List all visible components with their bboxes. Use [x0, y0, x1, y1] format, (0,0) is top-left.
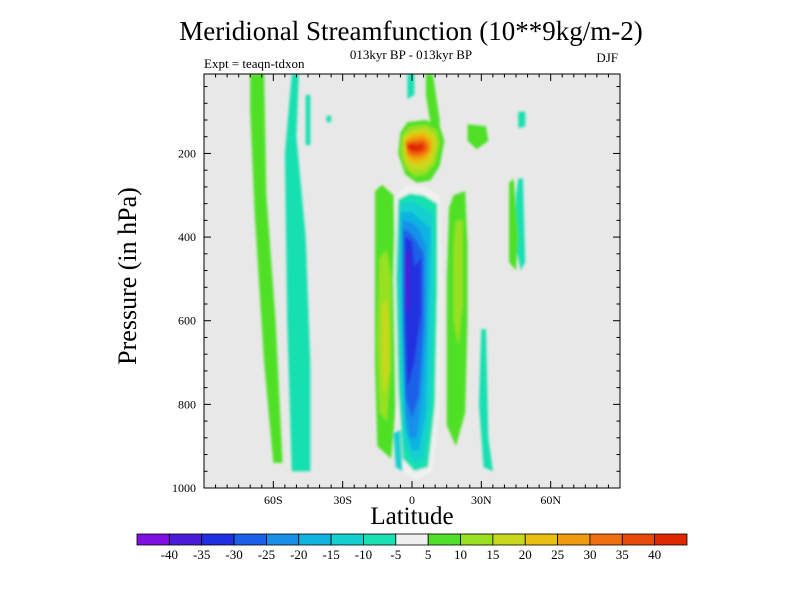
nh-subtropical-inner	[453, 220, 463, 346]
colorbar: -40 -35 -30 -25 -20 -15 -10 -5 5 10 15 20 25 30 35 40	[136, 533, 688, 562]
chart-title: Meridional Streamfunction (10**9kg/m-2)	[179, 16, 643, 46]
sh-subpolar-band	[284, 74, 311, 472]
colorbar-level-label: 30	[583, 547, 596, 562]
colorbar-level-label: 25	[551, 547, 564, 562]
x-tick-label: 60N	[540, 493, 561, 507]
colorbar-bin	[460, 533, 494, 546]
nh-subtropical-positive-contour-8	[407, 143, 424, 151]
sh-upper-small-cyan	[326, 115, 332, 123]
colorbar-bin	[621, 533, 656, 546]
tropical-negative-contour-8	[405, 249, 410, 321]
colorbar-level-label: -35	[193, 547, 210, 562]
y-tick-label: 1000	[172, 481, 196, 495]
chart-subtitle: 013kyr BP - 013kyr BP	[349, 47, 473, 62]
colorbar-level-label: -40	[161, 547, 178, 562]
colorbar-level-label: -20	[290, 547, 307, 562]
nh-upper-band	[425, 74, 440, 141]
experiment-label: Expt = teaqn-tdxon	[204, 56, 305, 71]
nh-lower-cyan	[479, 329, 493, 472]
contour-fields	[250, 74, 526, 480]
colorbar-level-label: 5	[425, 547, 432, 562]
colorbar-bin	[492, 533, 526, 546]
nh-high-green-right	[509, 178, 519, 271]
colorbar-bin	[395, 533, 429, 546]
colorbar-level-label: 20	[519, 547, 532, 562]
colorbar-bin	[363, 533, 397, 546]
nh-upper-cyan-streak	[407, 74, 415, 100]
colorbar-bin	[136, 533, 170, 546]
nh-high-green-left	[467, 124, 489, 150]
nh-high-cyan	[516, 178, 526, 271]
y-tick-label: 400	[178, 230, 196, 244]
colorbar-level-label: -25	[258, 547, 275, 562]
colorbar-bin	[233, 533, 267, 546]
colorbar-bin	[654, 533, 688, 546]
colorbar-bin	[201, 533, 235, 546]
colorbar-bin	[168, 533, 203, 546]
colorbar-level-label: -10	[355, 547, 372, 562]
colorbar-level-label: -15	[322, 547, 339, 562]
x-axis-label: Latitude	[370, 503, 454, 530]
colorbar-bin	[589, 533, 623, 546]
tropical-negative-tongue	[393, 429, 403, 472]
x-tick-label: 30S	[333, 493, 352, 507]
colorbar-bin	[266, 533, 300, 546]
colorbar-level-label: 15	[486, 547, 499, 562]
colorbar-level-label: -5	[390, 547, 401, 562]
y-tick-label: 600	[178, 314, 196, 328]
colorbar-bin	[557, 533, 591, 546]
sh-positive-inner	[382, 299, 389, 396]
nh-upper-small-cyan	[518, 111, 526, 129]
colorbar-bin	[427, 533, 461, 546]
colorbar-level-label: 40	[648, 547, 661, 562]
colorbar-bin	[524, 533, 558, 546]
axes: 60S 30S 0 30N 60N 200 400 600 800 1000	[172, 74, 621, 507]
colorbar-level-label: -30	[225, 547, 242, 562]
sh-subpolar-streak	[305, 94, 311, 146]
x-tick-label: 30N	[471, 493, 492, 507]
colorbar-bin	[330, 533, 364, 546]
y-tick-label: 200	[178, 146, 196, 160]
y-tick-label: 800	[178, 397, 196, 411]
sh-midlatitude-band	[250, 74, 283, 463]
colorbar-bin	[298, 533, 332, 546]
colorbar-level-label: 10	[454, 547, 467, 562]
x-tick-label: 0	[409, 493, 415, 507]
season-label: DJF	[596, 50, 618, 65]
colorbar-level-label: 35	[616, 547, 629, 562]
x-tick-label: 60S	[264, 493, 283, 507]
